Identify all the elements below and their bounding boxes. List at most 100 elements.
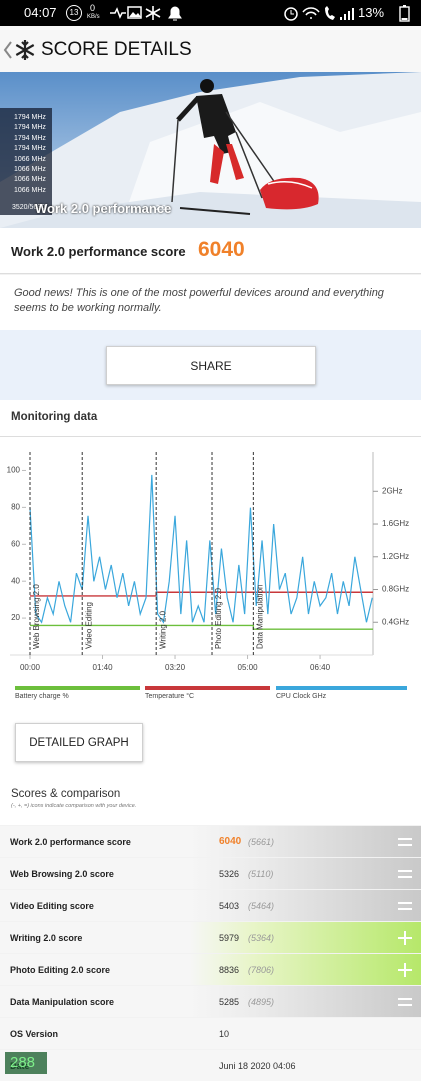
score-row: OS Version 10: [0, 1018, 421, 1049]
status-bar: 04:07 13 0 KB/s 13%: [0, 0, 421, 26]
freq: 1794 MHz: [14, 124, 46, 132]
compare-icon: [398, 963, 412, 977]
segment-label: Writing 2.0: [158, 610, 167, 649]
series-line: [30, 591, 373, 597]
y2-tick-label: 0.4GHz: [382, 617, 409, 626]
row-value: 10: [219, 1028, 230, 1039]
freq: 1794 MHz: [14, 134, 46, 142]
legend-label: Temperature °C: [145, 692, 194, 700]
row-reference: (5364): [248, 932, 275, 943]
y2-tick-label: 1.6GHz: [382, 519, 409, 528]
y-tick-label: 60: [11, 539, 20, 548]
y-tick-label: 40: [11, 576, 20, 585]
freq-list: 1794 MHz 1794 MHz 1794 MHz 1794 MHz 1066 MHz…: [14, 113, 54, 196]
scores-subtitle: (-, +, =) icons indicate comparison with…: [11, 803, 137, 809]
hero-version: 2.0: [156, 205, 166, 212]
icon-shape: [398, 998, 412, 1006]
y2-tick-label: 0.8GHz: [382, 585, 409, 594]
time: 04:07: [24, 5, 57, 20]
score-label: Work 2.0 performance score: [11, 244, 186, 259]
score-row: Work 2.0 performance score 6040: [0, 228, 421, 274]
freq: 1066 MHz: [14, 166, 46, 174]
score-row: DateJuni 18 2020 04:06: [0, 1050, 421, 1081]
compare-icon: [398, 998, 412, 1006]
scores-title: Scores & comparison: [11, 788, 121, 800]
compare-icon: [398, 902, 412, 910]
battery-text: 13%: [358, 5, 385, 20]
resolution: 3520/5630: [12, 204, 46, 211]
legend-swatch: [276, 686, 407, 690]
y-tick-label: 100: [7, 466, 21, 475]
row-label: OS Version: [10, 1028, 59, 1039]
monitoring-chart: 20 40 60 80 100 0.4GHz 0.8GHz 1.2GHz 1.6GHz 2GHz 0…: [7, 452, 409, 700]
score-row: Writing 2.0 score 5979 (5364): [0, 922, 421, 953]
segment-label: Data Manipulation: [255, 585, 264, 649]
skier: [171, 79, 319, 215]
scores-header: Scores & comparison (-, +, =) icons indi…: [0, 780, 421, 825]
compare-icon: [398, 838, 412, 846]
score-value: 6040: [198, 238, 245, 261]
legend-label: CPU Clock GHz: [276, 693, 327, 700]
row-label: Data Manipulation score: [10, 996, 115, 1007]
x-tick-label: 01:40: [93, 663, 114, 672]
header-title: SCORE DETAILS: [41, 39, 192, 60]
row-value: Juni 18 2020 04:06: [219, 1060, 296, 1071]
compare-icon: [398, 870, 412, 878]
status-icons: [110, 6, 182, 21]
icon-shape: [398, 902, 412, 910]
row-value: 8836: [219, 964, 240, 975]
message-card: Good news! This is one of the most power…: [0, 275, 421, 330]
row-reference: (7806): [248, 964, 275, 975]
series-line: [29, 474, 373, 624]
icon-shape: [398, 963, 412, 977]
net: 0: [90, 3, 96, 13]
x-tick-label: 00:00: [20, 663, 41, 672]
row-label: Writing 2.0 score: [10, 932, 83, 943]
freq: 1066 MHz: [14, 176, 46, 184]
back-button[interactable]: [3, 38, 43, 62]
row-value: 6040: [219, 836, 242, 847]
y2-tick-label: 1.2GHz: [382, 552, 409, 561]
x-tick-label: 03:20: [165, 663, 186, 672]
detailed-graph-button[interactable]: DETAILED GRAPH: [15, 723, 143, 762]
net-unit: KB/s: [87, 14, 100, 20]
badge: 13: [66, 5, 82, 21]
hero-image: [0, 72, 421, 228]
row-label: Web Browsing 2.0 score: [10, 868, 114, 879]
segment-label: Web Browsing 2.0: [32, 584, 41, 649]
icon-shape: [398, 838, 412, 846]
row-label: Work 2.0 performance score: [10, 836, 131, 847]
row-value: 5979: [219, 932, 240, 943]
freq: 1066 MHz: [14, 186, 46, 194]
battery-icon: [399, 5, 410, 22]
share-button[interactable]: SHARE: [106, 346, 316, 385]
score-row: Web Browsing 2.0 score 5326 (5110): [0, 858, 421, 889]
segment-label: Video Editing: [84, 602, 93, 649]
legend-swatch: [145, 686, 270, 690]
y-tick-label: 80: [11, 502, 20, 511]
monitoring-title: Monitoring data: [11, 411, 98, 423]
x-tick-label: 05:00: [238, 663, 259, 672]
y-tick-label: 20: [11, 613, 20, 622]
icon-shape: [398, 870, 412, 878]
row-reference: (5110): [248, 868, 274, 879]
message: Good news! This is one of the most power…: [14, 287, 384, 314]
divider: [0, 436, 421, 437]
freq: 1066 MHz: [14, 155, 46, 163]
legend-swatch: [15, 686, 140, 690]
x-tick-label: 06:40: [310, 663, 331, 672]
legend-label: Battery charge %: [15, 693, 69, 700]
score-row: Photo Editing 2.0 score 8836 (7806): [0, 954, 421, 985]
y2-tick-label: 2GHz: [382, 486, 402, 495]
freq: 1794 MHz: [14, 145, 46, 153]
fps-overlay: 288: [5, 1052, 47, 1074]
segment-label: Photo Editing 2.0: [214, 588, 223, 649]
status-icons-right: [284, 6, 354, 21]
freq: 1794 MHz: [14, 114, 46, 121]
row-label: Photo Editing 2.0 score: [10, 964, 111, 975]
score-row: Data Manipulation score 5285 (4895): [0, 986, 421, 1017]
score-row: Work 2.0 performance score 6040 (5661): [0, 826, 421, 857]
row-reference: (5464): [248, 900, 275, 911]
row-reference: (5661): [248, 836, 275, 847]
